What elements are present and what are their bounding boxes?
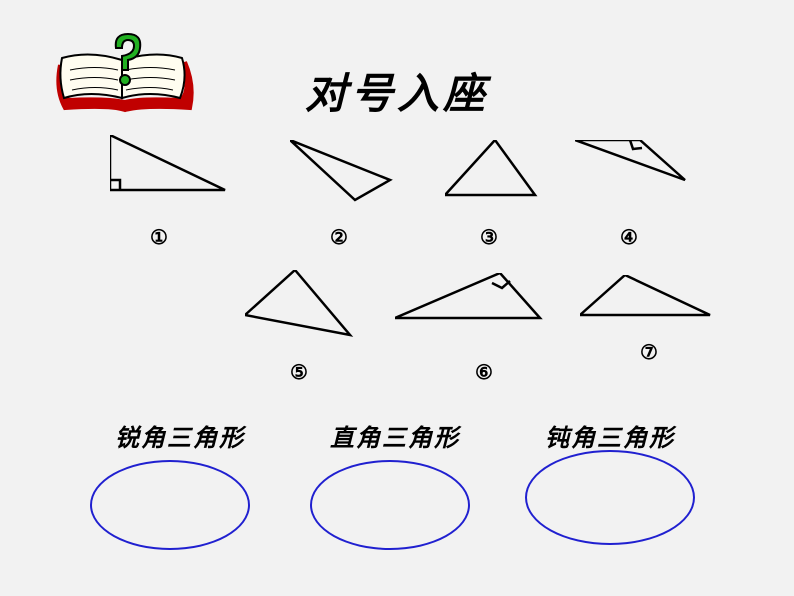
triangle-2: [290, 140, 395, 205]
oval-obtuse: [525, 450, 695, 545]
label-7: ⑦: [640, 340, 658, 365]
label-2: ②: [330, 225, 348, 250]
triangle-6: [395, 273, 545, 323]
triangle-3: [445, 140, 540, 200]
oval-right: [310, 460, 470, 550]
triangle-1: [110, 135, 230, 195]
triangle-7: [580, 275, 715, 320]
category-right: 直角三角形: [330, 418, 460, 453]
page-title: 对号入座: [305, 60, 489, 121]
label-4: ④: [620, 225, 638, 250]
label-6: ⑥: [475, 360, 493, 385]
category-obtuse: 钝角三角形: [545, 418, 675, 453]
label-5: ⑤: [290, 360, 308, 385]
category-acute: 锐角三角形: [115, 418, 245, 453]
book-question-icon: [50, 30, 200, 135]
label-1: ①: [150, 225, 168, 250]
triangle-4: [575, 140, 690, 185]
oval-acute: [90, 460, 250, 550]
triangle-5: [245, 270, 355, 340]
label-3: ③: [480, 225, 498, 250]
